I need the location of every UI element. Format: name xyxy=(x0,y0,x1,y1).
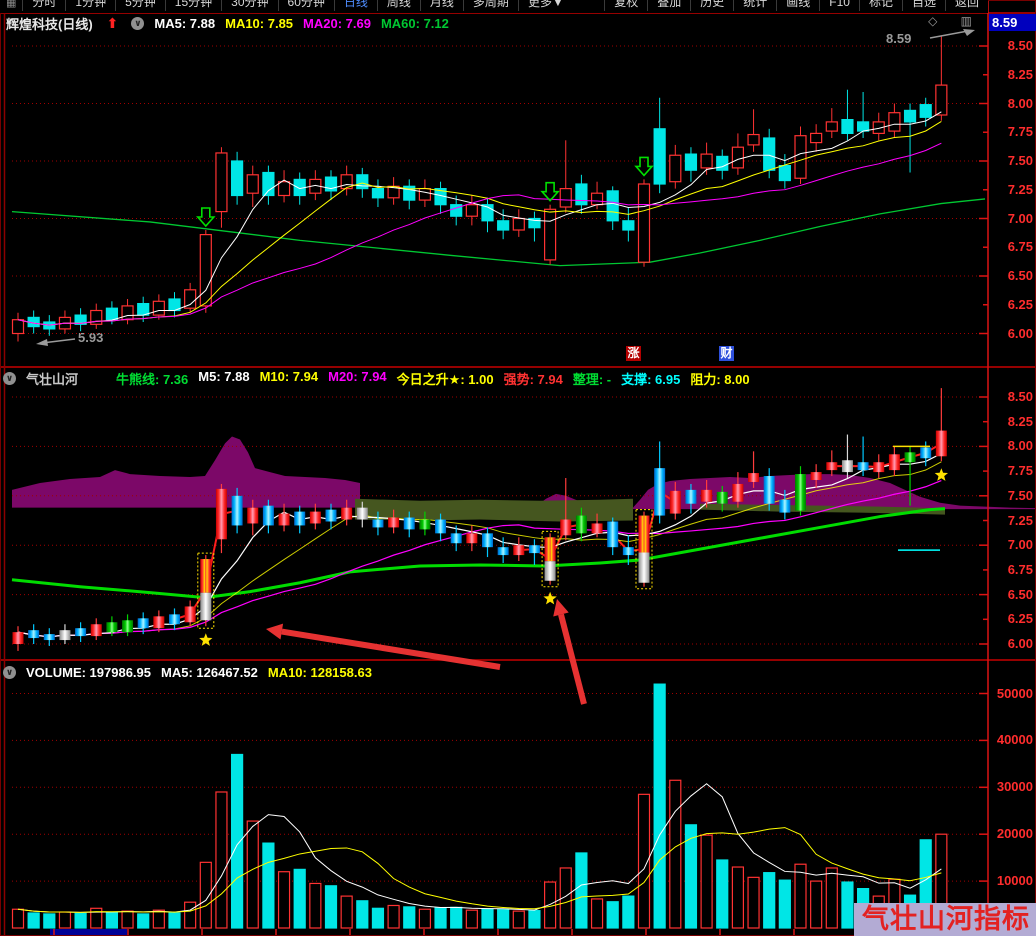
indicator-axis-label: 6.25 xyxy=(1007,611,1033,627)
toolbar-item-返回[interactable]: 返回 xyxy=(944,0,988,11)
ma-value: MA5: 7.88 xyxy=(154,15,216,31)
toolbar-item-叠加[interactable]: 叠加 xyxy=(647,0,690,11)
indicator-axis-label: 6.50 xyxy=(1007,586,1033,602)
main-axis-label: 8.25 xyxy=(1007,66,1033,82)
volume-header: ∨ VOLUME: 197986.95 MA5: 126467.52 MA10: 1… xyxy=(0,663,985,681)
indicator-axis-label: 6.75 xyxy=(1007,561,1033,577)
main-chart-header: 辉煌科技(日线) ⬆ ∨ MA5: 7.88 MA10: 7.85 MA20: 7.… xyxy=(0,14,985,32)
toolbar-item-历史[interactable]: 历史 xyxy=(690,0,733,11)
volume-value: VOLUME: 197986.95 xyxy=(26,664,152,680)
indicator-axis-label: 8.00 xyxy=(1007,438,1033,454)
indicator-value: 阻力: 8.00 xyxy=(690,371,750,387)
collapse-chevron-icon[interactable]: ∨ xyxy=(131,16,145,30)
indicator-header: ∨ 气壮山河 牛熊线: 7.36 M5: 7.88 M10: 7.94 M20: 7.… xyxy=(0,369,985,387)
volume-value: MA10: 128158.63 xyxy=(267,664,372,680)
watermark-label: 气壮山河指标 xyxy=(854,903,1036,936)
indicator-axis-label: 7.75 xyxy=(1007,463,1033,479)
toolbar-app-icon: ▦ xyxy=(6,0,17,9)
main-axis-label: 6.50 xyxy=(1007,268,1033,283)
main-axis-label: 6.25 xyxy=(1007,296,1033,312)
main-axis-label: 7.75 xyxy=(1007,124,1033,140)
toolbar-item-1分钟[interactable]: 1分钟 xyxy=(65,0,115,11)
volume-axis-label: 10000 xyxy=(996,873,1033,889)
high-price-annotation: 8.59 xyxy=(886,31,912,46)
indicator-value: 今日之升★: 1.00 xyxy=(396,371,494,387)
indicator-axis-label: 8.50 xyxy=(1007,389,1033,404)
collapse-chevron-icon[interactable]: ∨ xyxy=(3,371,16,385)
signal-star-icon xyxy=(543,591,557,605)
ma-value: MA10: 7.85 xyxy=(225,15,294,31)
event-badge-财[interactable]: 财 xyxy=(719,346,734,361)
signal-star-icon xyxy=(199,633,213,646)
price-up-arrow-icon: ⬆ xyxy=(106,14,119,31)
main-axis-label: 7.50 xyxy=(1007,153,1033,168)
volume-axis-label: 40000 xyxy=(996,732,1033,748)
indicator-value: 强势: 7.94 xyxy=(503,371,563,387)
toolbar-item-多周期[interactable]: 多周期 xyxy=(462,0,518,11)
indicator-value: M10: 7.94 xyxy=(259,368,319,384)
event-badge-涨[interactable]: 涨 xyxy=(626,346,641,361)
indicator-name: 气壮山河 xyxy=(26,371,79,387)
collapse-chevron-icon[interactable]: ∨ xyxy=(3,665,16,679)
toolbar-item-更多▼[interactable]: 更多▼ xyxy=(517,0,573,11)
volume-value: MA5: 126467.52 xyxy=(161,664,258,680)
volume-bars xyxy=(11,683,948,929)
ma-value: MA60: 7.12 xyxy=(380,15,449,31)
indicator-candles xyxy=(12,388,947,651)
toolbar-item-F10[interactable]: F10 xyxy=(819,0,859,11)
main-axis-label: 8.50 xyxy=(1007,38,1033,53)
stock-title: 辉煌科技(日线) xyxy=(6,16,93,32)
main-axis-label: 8.00 xyxy=(1007,95,1033,111)
current-price-tag: 8.59 xyxy=(989,14,1036,31)
indicator-value: 整理: - xyxy=(572,371,612,387)
toolbar-item-标记[interactable]: 标记 xyxy=(858,0,902,11)
toolbar-item-15分钟[interactable]: 15分钟 xyxy=(164,0,221,11)
indicator-value: M5: 7.88 xyxy=(198,368,250,384)
main-axis-label: 6.00 xyxy=(1007,325,1033,341)
main-axis-label: 7.25 xyxy=(1007,181,1033,197)
indicator-axis-label: 7.25 xyxy=(1007,512,1033,528)
indicator-value: 支撑: 6.95 xyxy=(621,371,681,387)
main-axis-label: 7.00 xyxy=(1007,210,1033,226)
toolbar-item-分时[interactable]: 分时 xyxy=(22,0,65,11)
toolbar-item-周线[interactable]: 周线 xyxy=(376,0,420,11)
volume-axis-label: 50000 xyxy=(996,685,1033,701)
indicator-value: 牛熊线: 7.36 xyxy=(116,371,189,387)
toolbar-item-画线[interactable]: 画线 xyxy=(776,0,819,11)
toolbar-item-5分钟[interactable]: 5分钟 xyxy=(115,0,165,11)
indicator-values-row: 牛熊线: 7.36 M5: 7.88 M10: 7.94 M20: 7.94 今日之升★… xyxy=(116,369,760,388)
volume-axis-label: 20000 xyxy=(996,826,1033,842)
toolbar-item-复权[interactable]: 复权 xyxy=(604,0,647,11)
indicator-axis-label: 6.00 xyxy=(1007,636,1033,651)
main-axis-label: 6.75 xyxy=(1007,239,1033,255)
toolbar-item-自选[interactable]: 自选 xyxy=(901,0,945,11)
corner-icons[interactable]: ◇ ▥ xyxy=(928,14,982,28)
indicator-value: M20: 7.94 xyxy=(328,368,387,384)
period-toolbar: ▦ 分时 1分钟 5分钟 15分钟 30分钟 60分钟 日线 周线 月线 多周期 更多▼ 复权 叠加 历史统… xyxy=(0,0,988,13)
toolbar-item-统计[interactable]: 统计 xyxy=(733,0,776,11)
ma-value: MA20: 7.69 xyxy=(303,15,371,31)
annotation-arrows xyxy=(266,599,587,705)
indicator-axis-label: 7.50 xyxy=(1007,487,1033,503)
toolbar-item-月线[interactable]: 月线 xyxy=(419,0,463,11)
volume-values-row: VOLUME: 197986.95 MA5: 126467.52 MA10: 128… xyxy=(26,665,382,680)
main-candles xyxy=(11,35,948,342)
toolbar-item-日线[interactable]: 日线 xyxy=(333,0,377,11)
toolbar-item-60分钟[interactable]: 60分钟 xyxy=(277,0,334,11)
indicator-axis-label: 8.25 xyxy=(1007,413,1033,429)
toolbar-item-30分钟[interactable]: 30分钟 xyxy=(221,0,277,11)
volume-axis-label: 30000 xyxy=(996,779,1033,795)
ma-values-row: MA5: 7.88 MA10: 7.85 MA20: 7.69 MA60: 7.12 xyxy=(154,16,458,31)
signal-star-icon xyxy=(934,468,949,481)
indicator-axis-label: 7.00 xyxy=(1007,537,1033,553)
